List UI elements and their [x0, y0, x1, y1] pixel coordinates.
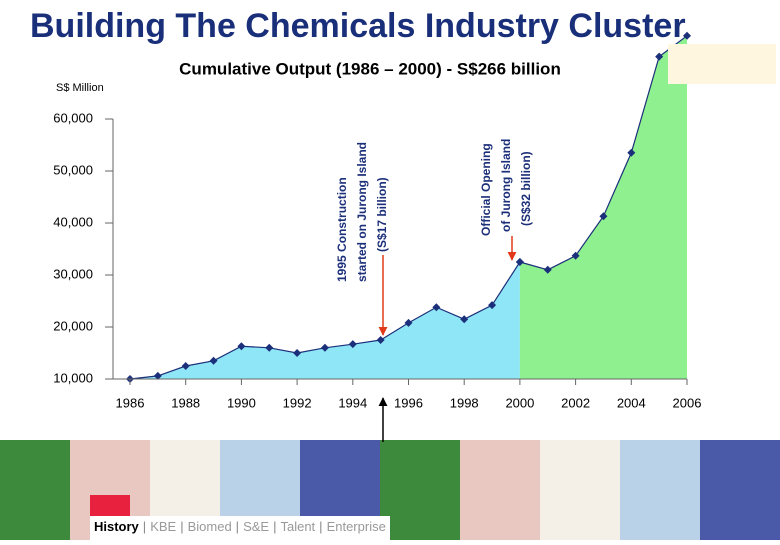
area — [130, 262, 520, 379]
photo — [700, 440, 780, 540]
y-tick-label: 30,000 — [53, 266, 93, 281]
point — [515, 258, 524, 266]
y-tick-label: 60,000 — [53, 110, 93, 125]
nav-bar: History | KBE | Biomed | S&E | Talent | Enterprise — [94, 519, 386, 534]
x-tick-label: 1986 — [116, 395, 145, 410]
point — [237, 342, 246, 351]
nav-item[interactable]: Enterprise — [327, 519, 386, 534]
point — [460, 315, 469, 324]
x-tick-label: 1992 — [283, 395, 312, 410]
photo — [540, 440, 620, 540]
y-axis-label: S$ Million — [56, 82, 104, 94]
nav-bg — [90, 516, 390, 540]
point — [153, 371, 162, 380]
point — [599, 212, 608, 221]
slide-title: Building The Chemicals Industry Cluster — [30, 7, 686, 45]
point — [571, 251, 580, 260]
point — [181, 362, 190, 370]
nav-item[interactable]: Biomed — [188, 519, 232, 534]
area — [519, 35, 687, 380]
annotation: (S$17 billion) — [375, 177, 389, 252]
annotation: (S$32 billion) — [519, 151, 533, 226]
photo — [620, 440, 700, 540]
point — [404, 318, 413, 327]
x-tick-label: 1994 — [338, 395, 367, 410]
nav-separator: | — [319, 519, 322, 534]
annotation: started on Jurong Island — [355, 142, 369, 282]
annotation: 1995 Construction — [335, 177, 349, 282]
nav-item[interactable]: KBE — [150, 519, 176, 534]
callout-box — [668, 44, 776, 84]
photo — [460, 440, 540, 540]
y-tick-label: 10,000 — [53, 370, 93, 385]
photo — [380, 440, 460, 540]
annotation: Official Opening — [479, 143, 493, 236]
point — [293, 349, 302, 357]
point — [627, 148, 636, 157]
point — [320, 343, 329, 352]
x-tick-label: 2002 — [561, 395, 590, 410]
y-tick-label: 40,000 — [53, 214, 93, 229]
y-tick-label: 50,000 — [53, 162, 93, 177]
x-tick-label: 2000 — [505, 395, 534, 410]
x-tick-label: 2004 — [617, 395, 646, 410]
nav-separator: | — [180, 519, 183, 534]
photo — [0, 440, 70, 540]
point — [376, 336, 385, 344]
photo-strip — [0, 440, 780, 540]
x-tick-label: 1990 — [227, 395, 256, 410]
point — [543, 265, 552, 274]
point — [488, 301, 497, 310]
y-tick-label: 20,000 — [53, 318, 93, 333]
x-tick-label: 2006 — [673, 395, 702, 410]
nav-separator: | — [143, 519, 146, 534]
point — [348, 340, 357, 349]
point — [209, 356, 218, 365]
point — [655, 52, 664, 61]
x-tick-label: 1996 — [394, 395, 423, 410]
point — [265, 343, 274, 352]
annotation: of Jurong Island — [499, 139, 513, 232]
nav-separator: | — [273, 519, 276, 534]
point — [432, 303, 441, 312]
x-tick-label: 1988 — [171, 395, 200, 410]
nav-item[interactable]: History — [94, 519, 140, 534]
chart-title: Cumulative Output (1986 – 2000) - S$266 … — [179, 59, 561, 78]
nav-separator: | — [236, 519, 239, 534]
nav-item[interactable]: Talent — [280, 519, 315, 534]
nav-item[interactable]: S&E — [243, 519, 269, 534]
x-tick-label: 1998 — [450, 395, 479, 410]
point — [683, 31, 691, 40]
